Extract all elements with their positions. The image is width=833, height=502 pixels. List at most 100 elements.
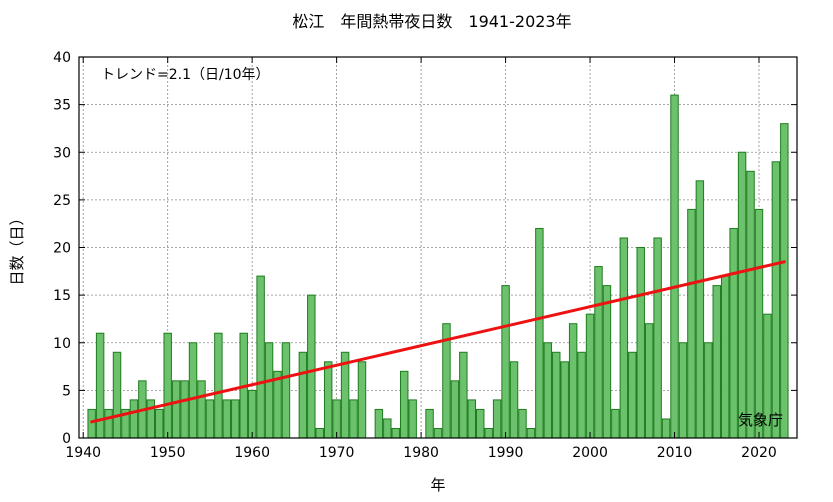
bar — [214, 332, 223, 439]
y-axis-ticks: 0 5 10 15 20 25 30 35 40 — [53, 50, 797, 447]
bar — [535, 227, 544, 439]
x-tick-label: 1980 — [403, 445, 439, 461]
trend-annotation: トレンド=2.1（日/10年） — [101, 67, 270, 83]
y-tick-label: 0 — [62, 431, 71, 447]
bar — [188, 342, 198, 439]
y-tick-label: 15 — [53, 288, 71, 304]
bar — [399, 370, 409, 439]
bar — [644, 323, 654, 439]
bar — [577, 351, 586, 439]
y-tick-label: 35 — [53, 98, 71, 114]
trend-layer — [90, 260, 786, 424]
bar — [619, 237, 629, 439]
x-tick-label: 1950 — [150, 445, 186, 461]
bar — [484, 427, 493, 439]
bar — [467, 399, 477, 439]
bar — [636, 247, 645, 439]
x-tick-label: 2020 — [741, 445, 777, 461]
bar — [594, 266, 603, 439]
x-tick-label: 1960 — [234, 445, 270, 461]
bar — [323, 361, 333, 439]
bar — [661, 418, 671, 439]
bar — [720, 275, 730, 439]
bar — [104, 408, 113, 439]
bar — [712, 285, 721, 439]
bar — [391, 427, 400, 439]
bar — [746, 170, 755, 439]
bar — [704, 342, 713, 439]
bar — [383, 418, 392, 439]
bar — [256, 275, 265, 439]
bar — [560, 361, 569, 439]
x-tick-label: 1940 — [65, 445, 101, 461]
x-tick-label: 1970 — [319, 445, 355, 461]
bar — [585, 313, 595, 439]
bar — [408, 399, 417, 439]
bar — [112, 351, 122, 439]
bar — [171, 380, 181, 439]
bar — [433, 427, 443, 439]
bar — [737, 151, 747, 439]
bar — [653, 237, 662, 439]
y-tick-label: 10 — [53, 336, 71, 352]
bar — [129, 399, 139, 439]
bar — [754, 208, 764, 439]
bar — [518, 408, 527, 439]
bar — [459, 351, 468, 439]
bar — [205, 399, 215, 439]
bar — [180, 380, 189, 439]
bar — [509, 361, 519, 439]
bar — [264, 342, 274, 439]
x-axis-label: 年 — [430, 476, 445, 494]
bar — [374, 408, 384, 439]
bar — [476, 408, 485, 439]
bars — [87, 94, 789, 439]
bar — [273, 370, 282, 439]
y-tick-label: 5 — [62, 383, 71, 399]
bar — [670, 94, 679, 439]
x-tick-label: 2010 — [657, 445, 693, 461]
bar — [628, 351, 637, 439]
bar — [163, 332, 172, 439]
x-axis-ticks: 1940 1950 1960 1970 1980 1990 2000 2010 2020 — [65, 57, 777, 461]
bar — [602, 285, 612, 439]
bar — [568, 323, 578, 439]
bar — [146, 399, 156, 439]
y-tick-label: 20 — [53, 241, 71, 257]
bar — [501, 285, 510, 439]
bar — [552, 351, 561, 439]
x-tick-label: 1990 — [488, 445, 524, 461]
bar — [197, 380, 206, 439]
bar — [349, 399, 358, 439]
bar — [231, 399, 240, 439]
bar — [315, 427, 324, 439]
bar — [492, 399, 502, 439]
y-axis-label: 日数（日） — [8, 210, 26, 285]
bar — [87, 408, 96, 439]
bar — [450, 380, 460, 439]
bar — [247, 389, 257, 439]
bar — [307, 294, 316, 439]
x-tick-label: 2000 — [572, 445, 608, 461]
bar — [357, 361, 367, 439]
y-tick-label: 30 — [53, 145, 71, 161]
bar — [611, 408, 620, 439]
bar — [222, 399, 232, 439]
bar — [780, 123, 789, 439]
trend-line — [90, 260, 786, 424]
bar — [425, 408, 434, 439]
bar — [298, 351, 308, 439]
bar — [95, 332, 105, 439]
bar — [155, 408, 164, 439]
bar — [687, 208, 696, 439]
bar — [678, 342, 688, 439]
bar — [526, 427, 536, 439]
source-label: 気象庁 — [738, 411, 783, 429]
bar — [281, 342, 291, 439]
y-tick-label: 40 — [53, 50, 71, 66]
chart-title: 松江 年間熱帯夜日数 1941-2023年 — [292, 12, 571, 31]
bar — [543, 342, 553, 439]
y-tick-label: 25 — [53, 193, 71, 209]
